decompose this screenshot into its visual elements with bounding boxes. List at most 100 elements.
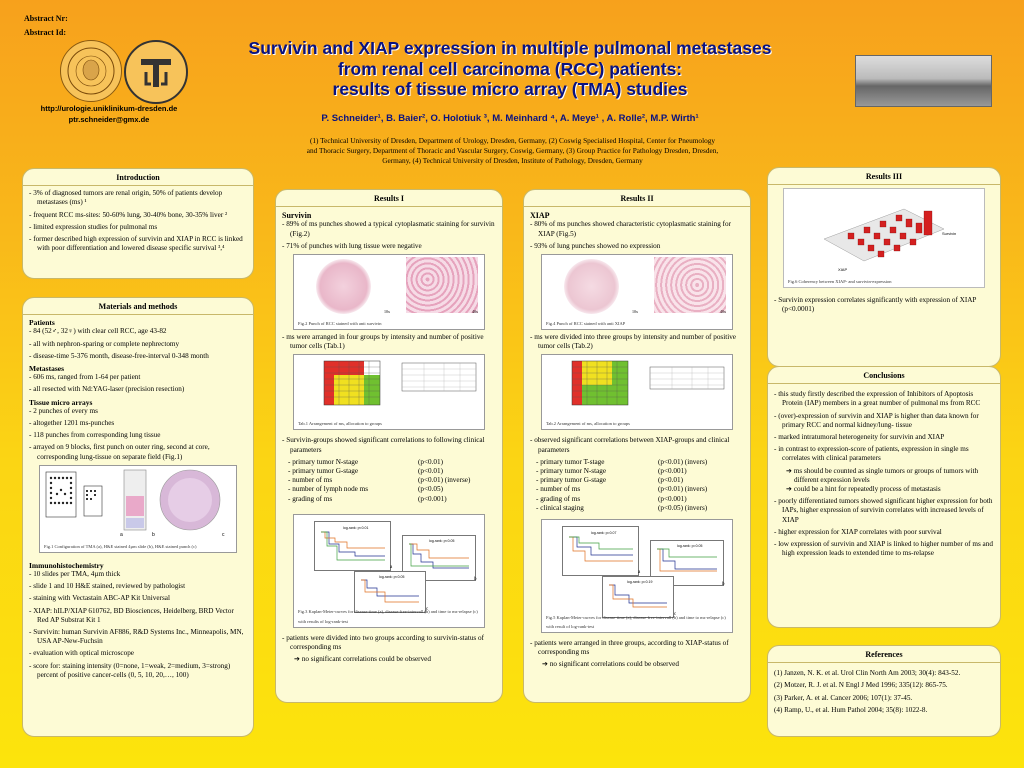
methods-box: Materials and methods Patients - 84 (52♂… xyxy=(22,297,254,737)
km-title: log-rank: p=0.07 xyxy=(591,531,616,535)
corr-pvalue: (p<0.01) xyxy=(658,476,684,485)
results-1-item: - 89% of ms punches showed a typical cyt… xyxy=(282,220,495,238)
method-item: - 2 punches of every ms xyxy=(29,406,98,415)
table-2-caption: Tab.2 Arrangement of ms, allocation to g… xyxy=(546,421,630,427)
corr-param: - primary tumor N-stage xyxy=(536,467,607,476)
fig5-label-b: b xyxy=(722,582,725,588)
method-item: - Survivin: human Survivin AF886, R&D Sy… xyxy=(29,628,244,646)
method-item: - all with nephron-sparing or complete n… xyxy=(29,339,180,348)
results-2-box: Results II XIAP - 80% of ms punches show… xyxy=(523,189,751,703)
punch-40x-image xyxy=(654,257,726,314)
reference-item: (2) Motzer, R. J. et al. N Engl J Med 19… xyxy=(774,681,948,690)
affiliations: (1) Technical University of Dresden, Dep… xyxy=(306,136,719,165)
tu-logo-icon xyxy=(124,40,188,104)
reference-item: (1) Janzen, N. K. et al. Urol Clin North… xyxy=(774,669,961,678)
km-curve-c: log-rank: p=0.19 xyxy=(602,576,674,619)
km-title: log-rank: p<0.05 xyxy=(379,575,404,579)
km-title: log-rank: p=0.05 xyxy=(677,544,702,548)
corr-pvalue: (p<0.001) xyxy=(658,467,687,476)
fig4-label-40x: 40x xyxy=(720,309,726,315)
punch-10x-image xyxy=(316,259,371,315)
figure-4-xiap-punch: 10x 40x Fig.4 Punch of RCC stained with … xyxy=(541,254,733,331)
corr-param: - primary tumor T-stage xyxy=(536,457,605,466)
km-curve-a: log-rank: p=0.07 xyxy=(562,526,639,577)
introduction-box: Introduction - 3% of diagnosed tumors ar… xyxy=(22,168,254,279)
ihc-subheading: Immunohistochemistry xyxy=(29,560,104,570)
results-2-correlations: - primary tumor T-stage (p<0.01) (invers)… xyxy=(536,458,744,513)
fig5-label-a: a xyxy=(638,570,641,576)
intro-item: - frequent RCC ms-sites: 50-60% lung, 30… xyxy=(29,210,228,219)
corr-param: - number of lymph node ms xyxy=(288,485,369,494)
corr-param: - grading of ms xyxy=(536,494,581,503)
figure-6-3d-bar: XIAP Survivin Fig.6 Coherency between XI… xyxy=(783,188,985,289)
corr-param: - number of ms xyxy=(536,485,581,494)
figure-3-kaplan-meier: log-rank: p<0.01 log-rank: p<0.05 log-ra… xyxy=(293,513,485,628)
results-2-item: - 80% of ms punches showed characteristi… xyxy=(530,220,731,238)
corr-param: - grading of ms xyxy=(288,494,333,503)
dresden-skyline-photo xyxy=(855,55,992,107)
survivin-subheading: Survivin xyxy=(282,211,312,221)
figure-5-kaplan-meier: log-rank: p=0.07 log-rank: p=0.05 log-ra… xyxy=(541,519,733,634)
fig5-label-c: c xyxy=(674,612,677,618)
department-url-link[interactable]: http://urologie.uniklinikum-dresden.de xyxy=(40,104,178,113)
corr-pvalue: (p<0.01) (invers) xyxy=(658,457,708,466)
results-2-end-arrow: ➔ no significant correlations could be o… xyxy=(542,660,679,669)
metastases-subheading: Metastases xyxy=(29,364,64,374)
introduction-heading: Introduction xyxy=(23,169,253,187)
abstract-id: Abstract Id: xyxy=(24,28,66,37)
corr-param: - primary tumor G-stage xyxy=(536,476,607,485)
km-title: log-rank: p<0.01 xyxy=(343,526,368,530)
conclusion-item: - (over)-expression of survivin and XIAP… xyxy=(774,411,979,429)
results-2-heading: Results II xyxy=(524,190,750,208)
reference-item: (3) Parker, A. et al. Cancer 2006; 107(1… xyxy=(774,693,913,702)
fig2-label-40x: 40x xyxy=(472,309,478,315)
references-heading: References xyxy=(768,646,1000,664)
corr-pvalue: (p<0.001) xyxy=(658,494,687,503)
conclusion-arrow: ➔ could be a hint for repeatedly process… xyxy=(786,485,941,494)
table-1-caption: Tab.1 Arrangement of ms, allocation to g… xyxy=(298,421,382,427)
punch-40x-image xyxy=(406,257,478,314)
conclusion-arrow: ➔ ms should be counted as single tumors … xyxy=(786,466,979,484)
corr-pvalue: (p<0.001) xyxy=(418,494,447,503)
corr-param: - primary tumor G-stage xyxy=(288,467,359,476)
patients-subheading: Patients xyxy=(29,318,55,328)
intro-item: - limited expression studies for pulmona… xyxy=(29,222,158,231)
figure-4-caption: Fig.4 Punch of RCC stained with anti XIA… xyxy=(546,320,626,326)
tma-subheading: Tissue micro arrays xyxy=(29,397,93,407)
results-1-corr-text: - Survivin-groups showed significant cor… xyxy=(282,436,485,454)
fig6-axis-survivin: Survivin xyxy=(942,231,956,236)
poster-title: Survivin and XIAP expression in multiple… xyxy=(180,38,840,100)
method-item: - arrayed on 9 blocks, first punch on ou… xyxy=(29,443,210,461)
conclusions-box: Conclusions - this study firstly describ… xyxy=(767,366,1001,628)
fig1-label-b: b xyxy=(152,532,155,538)
figure-5-caption: Fig.5 Kaplan-Meier-curves for disease-ti… xyxy=(546,614,726,629)
results-1-end-text: - patients were divided into two groups … xyxy=(282,633,485,652)
figure-2-caption: Fig.2 Punch of RCC stained with anti sur… xyxy=(298,320,382,326)
method-item: - 84 (52♂, 32♀) with clear cell RCC, age… xyxy=(29,327,167,336)
corr-param: - primary tumor N-stage xyxy=(288,457,359,466)
conclusion-item: - higher expression for XIAP correlates … xyxy=(774,527,942,536)
results-2-groups-text: - ms were divided into three groups by i… xyxy=(530,333,737,351)
fig1-label-a: a xyxy=(120,532,123,538)
conclusion-item: - this study firstly described the expre… xyxy=(774,390,981,408)
fig2-label-10x: 10x xyxy=(384,309,390,315)
abstract-nr: Abstract Nr: xyxy=(24,14,68,23)
km-curve-a: log-rank: p<0.01 xyxy=(314,520,391,571)
results-1-correlations: - primary tumor N-stage (p<0.01) - primar… xyxy=(288,458,496,504)
xiap-subheading: XIAP xyxy=(530,211,550,221)
conclusion-item: - low expression of survivin and XIAP is… xyxy=(774,540,993,558)
fig1-label-c: c xyxy=(222,532,225,538)
conclusion-item: - poorly differentiated tumors showed si… xyxy=(774,497,993,524)
contact-email-link[interactable]: ptr.schneider@gmx.de xyxy=(68,115,150,124)
figure-3-caption: Fig.3 Kaplan-Meier-curves for disease-ti… xyxy=(298,609,478,624)
university-seal-icon xyxy=(60,40,122,102)
conclusion-item: - marked intratumoral heterogeneity for … xyxy=(774,433,945,442)
title-line-1: Survivin and XIAP expression in multiple… xyxy=(248,38,772,58)
method-item: - altogether 1201 ms-punches xyxy=(29,419,115,428)
intro-item: - 3% of diagnosed tumors are renal origi… xyxy=(29,189,223,207)
fig6-axis-xiap: XIAP xyxy=(838,267,847,272)
fig3-label-c: c xyxy=(426,606,429,612)
title-line-2: from renal cell carcinoma (RCC) patients… xyxy=(337,58,683,79)
method-item: - staining with Vectastain ABC-AP Kit Un… xyxy=(29,594,170,603)
figure-2-survivin-punch: 10x 40x Fig.2 Punch of RCC stained with … xyxy=(293,254,485,331)
